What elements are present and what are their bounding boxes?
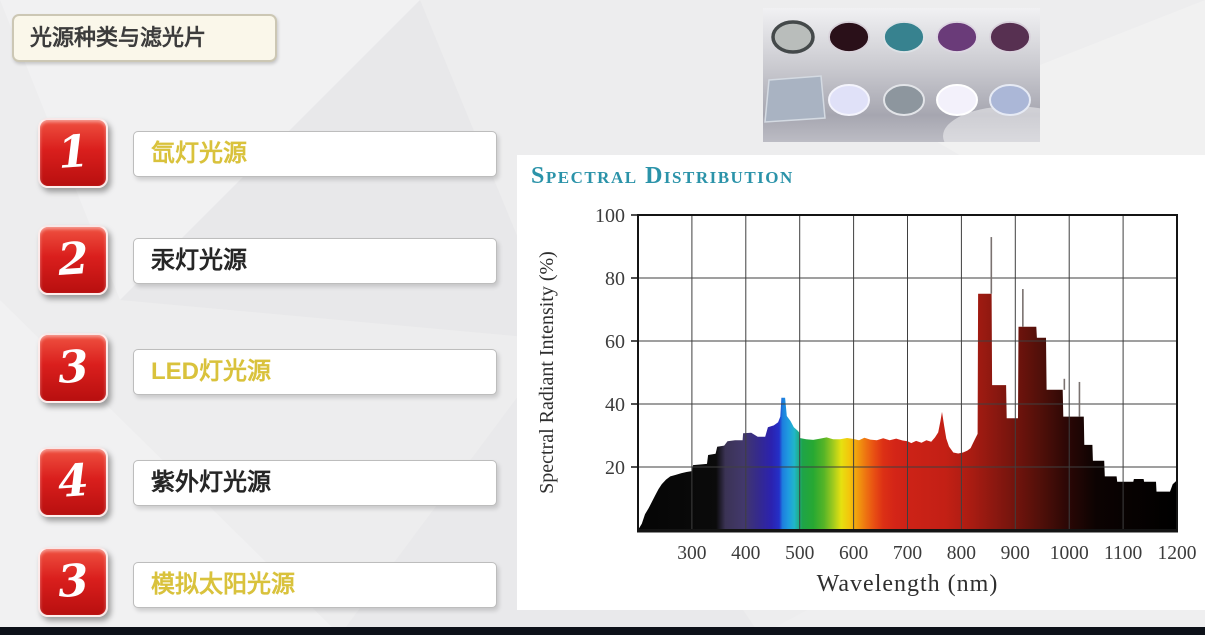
y-tick-label: 60 [605,331,625,353]
list-label: LED灯光源 [151,358,271,385]
x-tick-label: 1000 [1050,543,1089,564]
badge-digit: 1 [55,125,91,180]
x-tick-label: 700 [893,543,922,564]
plum-filter-icon [989,21,1031,53]
teal-filter-icon [883,21,925,53]
x-tick-label: 500 [785,543,814,564]
number-badge-5: 3 [38,547,108,617]
badge-digit: 3 [55,340,91,395]
square-gray-filter-icon [764,75,826,123]
y-axis-ticks: 20 40 60 80 100 [595,205,638,479]
x-tick-label: 400 [731,543,760,564]
spectral-distribution-chart: 20 40 60 80 100 300 400 500 600 700 800 900 1000 1100… [536,205,1197,597]
number-badge-1: 1 [38,118,108,188]
optical-filters-image [763,8,1040,142]
x-tick-label: 600 [839,543,868,564]
pale-lavender-filter-icon [828,84,870,116]
list-label: 紫外灯光源 [151,469,271,496]
badge-digit: 4 [55,454,91,509]
y-tick-label: 100 [595,205,625,227]
grid-lines [638,215,1177,530]
slide-title: 光源种类与滤光片 [30,25,207,50]
x-axis-ticks: 300 400 500 600 700 800 900 1000 1100 1200 [677,543,1196,564]
purple-filter-icon [936,21,978,53]
chart-panel: Spectral Distribution 20 40 60 80 100 300 400 5… [517,155,1205,610]
slide-footer-bar [0,627,1205,635]
list-label-box: 氙灯光源 [133,131,497,177]
list-label-box: 模拟太阳光源 [133,562,497,608]
list-label: 氙灯光源 [151,140,247,167]
number-badge-2: 2 [38,225,108,295]
dark-maroon-filter-icon [828,21,870,53]
gray-round-filter-icon [883,84,925,116]
y-tick-label: 20 [605,457,625,479]
x-tick-label: 800 [947,543,976,564]
x-tick-label: 900 [1001,543,1030,564]
y-tick-label: 40 [605,394,625,416]
y-tick-label: 80 [605,268,625,290]
badge-digit: 2 [55,232,91,287]
white-filter-icon [936,84,978,116]
gray-ringed-filter-icon [771,20,815,54]
x-axis-title: Wavelength (nm) [817,571,999,597]
x-tick-label: 1200 [1158,543,1197,564]
list-label-box: 汞灯光源 [133,238,497,284]
emission-line-spikes [990,237,1081,417]
x-tick-label: 1100 [1104,543,1142,564]
y-axis-title: Spectral Radiant Intensity (%) [536,251,558,494]
slide-title-box: 光源种类与滤光片 [12,14,277,62]
x-tick-label: 300 [677,543,706,564]
number-badge-3: 3 [38,333,108,403]
list-label: 模拟太阳光源 [151,571,295,598]
light-blue-filter-icon [989,84,1031,116]
list-label-box: 紫外灯光源 [133,460,497,506]
badge-digit: 3 [55,554,91,609]
list-label-box: LED灯光源 [133,349,497,395]
list-label: 汞灯光源 [151,247,247,274]
chart-title: Spectral Distribution [531,163,794,189]
spectrum-area-series [638,293,1177,530]
number-badge-4: 4 [38,447,108,517]
